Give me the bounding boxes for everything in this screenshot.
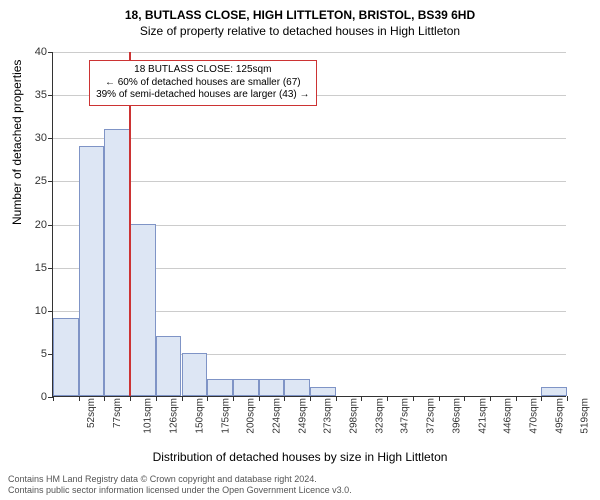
footer-attribution: Contains HM Land Registry data © Crown c… <box>8 474 352 497</box>
y-tick-mark <box>48 52 53 53</box>
title-address: 18, BUTLASS CLOSE, HIGH LITTLETON, BRIST… <box>0 8 600 24</box>
y-tick-label: 25 <box>35 175 47 187</box>
footer-line2: Contains public sector information licen… <box>8 485 352 496</box>
x-tick-label: 150sqm <box>194 398 205 434</box>
x-tick-label: 200sqm <box>246 398 257 434</box>
x-tick-label: 77sqm <box>112 398 123 428</box>
x-tick-mark <box>53 396 54 401</box>
x-tick-mark <box>259 396 260 401</box>
x-tick-mark <box>541 396 542 401</box>
y-tick-label: 20 <box>35 219 47 231</box>
y-tick-mark <box>48 225 53 226</box>
x-tick-mark <box>490 396 491 401</box>
histogram-bar <box>156 336 182 396</box>
x-tick-mark <box>207 396 208 401</box>
histogram-bar <box>104 129 130 396</box>
x-tick-mark <box>310 396 311 401</box>
histogram-bar <box>79 146 105 396</box>
x-axis-label: Distribution of detached houses by size … <box>0 450 600 464</box>
x-tick-mark <box>79 396 80 401</box>
annotation-line2: ← 60% of detached houses are smaller (67… <box>96 77 309 90</box>
x-tick-label: 224sqm <box>271 398 282 434</box>
x-tick-label: 519sqm <box>580 398 591 434</box>
x-tick-label: 323sqm <box>374 398 385 434</box>
x-tick-mark <box>567 396 568 401</box>
x-tick-label: 446sqm <box>503 398 514 434</box>
title-subtitle: Size of property relative to detached ho… <box>0 24 600 40</box>
histogram-bar <box>284 379 310 396</box>
y-tick-mark <box>48 138 53 139</box>
x-tick-label: 298sqm <box>349 398 360 434</box>
x-tick-mark <box>284 396 285 401</box>
x-tick-label: 495sqm <box>554 398 565 434</box>
y-tick-mark <box>48 311 53 312</box>
x-tick-mark <box>233 396 234 401</box>
x-tick-mark <box>182 396 183 401</box>
y-tick-mark <box>48 95 53 96</box>
x-tick-label: 175sqm <box>220 398 231 434</box>
footer-line1: Contains HM Land Registry data © Crown c… <box>8 474 352 485</box>
x-tick-mark <box>413 396 414 401</box>
x-tick-mark <box>104 396 105 401</box>
x-tick-label: 249sqm <box>297 398 308 434</box>
histogram-bar <box>207 379 233 396</box>
chart-container: 051015202530354052sqm77sqm101sqm126sqm15… <box>52 52 566 397</box>
y-tick-label: 0 <box>41 391 47 403</box>
y-tick-mark <box>48 268 53 269</box>
y-tick-label: 5 <box>41 348 47 360</box>
x-tick-mark <box>464 396 465 401</box>
histogram-bar <box>130 224 156 397</box>
histogram-bar <box>182 353 208 396</box>
y-tick-label: 10 <box>35 305 47 317</box>
x-tick-label: 101sqm <box>143 398 154 434</box>
x-tick-label: 372sqm <box>426 398 437 434</box>
x-tick-mark <box>361 396 362 401</box>
x-tick-label: 421sqm <box>477 398 488 434</box>
chart-title-block: 18, BUTLASS CLOSE, HIGH LITTLETON, BRIST… <box>0 0 600 39</box>
y-tick-mark <box>48 181 53 182</box>
x-tick-mark <box>439 396 440 401</box>
histogram-bar <box>53 318 79 396</box>
y-tick-label: 30 <box>35 132 47 144</box>
annotation-line3: 39% of semi-detached houses are larger (… <box>96 89 309 102</box>
y-tick-label: 15 <box>35 262 47 274</box>
x-tick-mark <box>336 396 337 401</box>
x-tick-mark <box>156 396 157 401</box>
x-tick-label: 470sqm <box>528 398 539 434</box>
x-tick-label: 126sqm <box>169 398 180 434</box>
x-tick-label: 273sqm <box>323 398 334 434</box>
histogram-bar <box>541 387 567 396</box>
histogram-bar <box>310 387 336 396</box>
histogram-bar <box>259 379 285 396</box>
x-tick-label: 52sqm <box>86 398 97 428</box>
histogram-bar <box>233 379 259 396</box>
x-tick-label: 396sqm <box>451 398 462 434</box>
y-axis-label: Number of detached properties <box>10 60 24 225</box>
y-tick-label: 40 <box>35 46 47 58</box>
y-tick-label: 35 <box>35 89 47 101</box>
annotation-box: 18 BUTLASS CLOSE: 125sqm← 60% of detache… <box>89 60 316 106</box>
x-tick-mark <box>130 396 131 401</box>
annotation-line1: 18 BUTLASS CLOSE: 125sqm <box>96 64 309 77</box>
x-tick-mark <box>516 396 517 401</box>
x-tick-mark <box>387 396 388 401</box>
x-tick-label: 347sqm <box>400 398 411 434</box>
plot-area: 051015202530354052sqm77sqm101sqm126sqm15… <box>52 52 566 397</box>
